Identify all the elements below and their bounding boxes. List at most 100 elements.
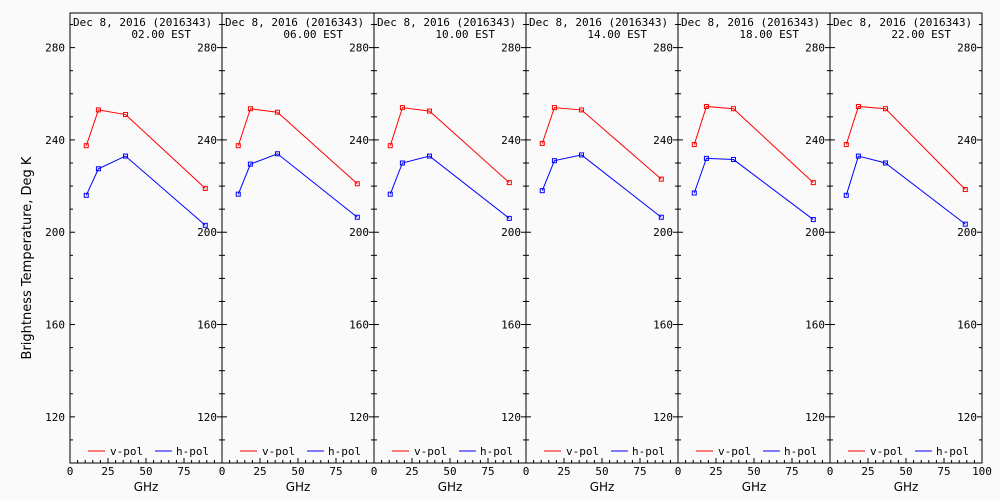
x-tick-label: 75	[329, 465, 342, 478]
data-point-h-pol	[703, 155, 709, 161]
x-tick-label: 50	[747, 465, 760, 478]
y-tick-label: 240	[957, 134, 977, 147]
panel-date: Dec 8, 2016 (2016343)	[225, 16, 364, 29]
panel-date: Dec 8, 2016 (2016343)	[377, 16, 516, 29]
x-tick-label: 0	[67, 465, 74, 478]
data-point-h-pol	[810, 217, 816, 223]
data-point-v-pol	[730, 106, 736, 112]
y-tick-label: 120	[45, 411, 65, 424]
panel-time: 18.00 EST	[739, 28, 799, 41]
x-tick-label: 50	[899, 465, 912, 478]
data-point-h-pol	[83, 192, 89, 198]
data-point-v-pol	[551, 105, 557, 111]
data-point-v-pol	[810, 180, 816, 186]
legend-label-h-pol: h-pol	[936, 445, 969, 458]
x-tick-label: 100	[972, 465, 992, 478]
x-tick-label: 0	[523, 465, 530, 478]
y-tick-label: 200	[197, 226, 217, 239]
panel-3: 120 160 200 240 280 0 25 50 75 GHz Dec 8, 2016 (20…	[371, 12, 527, 494]
data-point-v-pol	[962, 187, 968, 193]
x-tick-label: 75	[633, 465, 646, 478]
y-tick-label: 160	[957, 319, 977, 332]
y-tick-label: 200	[805, 226, 825, 239]
data-point-h-pol	[962, 221, 968, 227]
y-tick-label: 280	[805, 42, 825, 55]
data-point-h-pol	[843, 192, 849, 198]
series-line-h-pol	[237, 153, 358, 218]
y-tick-label: 120	[653, 411, 673, 424]
y-tick-label: 200	[957, 226, 977, 239]
y-tick-label: 240	[805, 134, 825, 147]
data-point-v-pol	[202, 185, 208, 191]
data-point-v-pol	[387, 143, 393, 149]
data-point-h-pol	[658, 214, 664, 220]
data-point-h-pol	[426, 153, 432, 159]
data-point-h-pol	[855, 153, 861, 159]
panel-2: 120 160 200 240 280 0 25 50 75 GHz Dec 8, 2016 (20…	[219, 12, 375, 494]
data-point-v-pol	[691, 142, 697, 148]
panels-group: 120 120 160 160 200 200 240 240 280 280 0 25 50 75 GHz…	[45, 12, 992, 494]
panel-time: 10.00 EST	[435, 28, 495, 41]
x-tick-label: 25	[709, 465, 722, 478]
data-point-v-pol	[578, 107, 584, 113]
data-point-h-pol	[387, 191, 393, 197]
y-tick-label: 160	[501, 319, 521, 332]
data-point-h-pol	[551, 158, 557, 164]
data-point-h-pol	[122, 153, 128, 159]
panel-frame	[373, 12, 527, 464]
y-tick-label: 280	[197, 42, 217, 55]
legend-label-v-pol: v-pol	[566, 445, 599, 458]
data-point-v-pol	[235, 143, 241, 149]
x-tick-label: 0	[827, 465, 834, 478]
series-line-v-pol	[693, 105, 814, 183]
series-line-v-pol	[85, 109, 206, 189]
y-tick-label: 280	[349, 42, 369, 55]
panel-date: Dec 8, 2016 (2016343)	[73, 16, 212, 29]
x-tick-label: 50	[139, 465, 152, 478]
panel-5: 120 160 200 240 280 0 25 50 75 GHz Dec 8, 2016 (20…	[675, 12, 831, 494]
x-tick-label: 25	[861, 465, 874, 478]
x-axis-label: GHz	[590, 480, 615, 494]
y-tick-label: 240	[45, 134, 65, 147]
series-line-v-pol	[541, 107, 662, 180]
x-tick-label: 75	[481, 465, 494, 478]
y-tick-label: 200	[349, 226, 369, 239]
panel-time: 02.00 EST	[131, 28, 191, 41]
x-tick-label: 0	[371, 465, 378, 478]
y-tick-label: 120	[805, 411, 825, 424]
panel-date: Dec 8, 2016 (2016343)	[529, 16, 668, 29]
legend-label-v-pol: v-pol	[414, 445, 447, 458]
x-tick-label: 25	[253, 465, 266, 478]
panel-time: 14.00 EST	[587, 28, 647, 41]
legend-label-v-pol: v-pol	[110, 445, 143, 458]
data-point-h-pol	[578, 152, 584, 158]
data-point-v-pol	[703, 103, 709, 109]
data-point-v-pol	[882, 106, 888, 112]
y-tick-label: 240	[501, 134, 521, 147]
legend-label-v-pol: v-pol	[718, 445, 751, 458]
panel-frame	[525, 12, 679, 464]
data-point-h-pol	[882, 160, 888, 166]
data-point-v-pol	[274, 109, 280, 115]
series-line-v-pol	[237, 108, 358, 185]
x-tick-label: 25	[101, 465, 114, 478]
y-tick-label: 120	[349, 411, 369, 424]
y-tick-label: 160	[653, 319, 673, 332]
panel-frame	[69, 12, 223, 464]
data-point-h-pol	[95, 166, 101, 172]
y-tick-label: 120	[501, 411, 521, 424]
y-tick-label: 280	[501, 42, 521, 55]
data-point-v-pol	[83, 143, 89, 149]
panel-time: 06.00 EST	[283, 28, 343, 41]
x-tick-label: 75	[785, 465, 798, 478]
y-tick-label: 200	[653, 226, 673, 239]
data-point-h-pol	[399, 160, 405, 166]
data-point-v-pol	[506, 180, 512, 186]
series-line-h-pol	[389, 155, 510, 219]
data-point-h-pol	[354, 214, 360, 220]
x-axis-label: GHz	[134, 480, 159, 494]
data-point-h-pol	[691, 190, 697, 196]
series-line-v-pol	[845, 105, 966, 190]
legend-label-v-pol: v-pol	[262, 445, 295, 458]
